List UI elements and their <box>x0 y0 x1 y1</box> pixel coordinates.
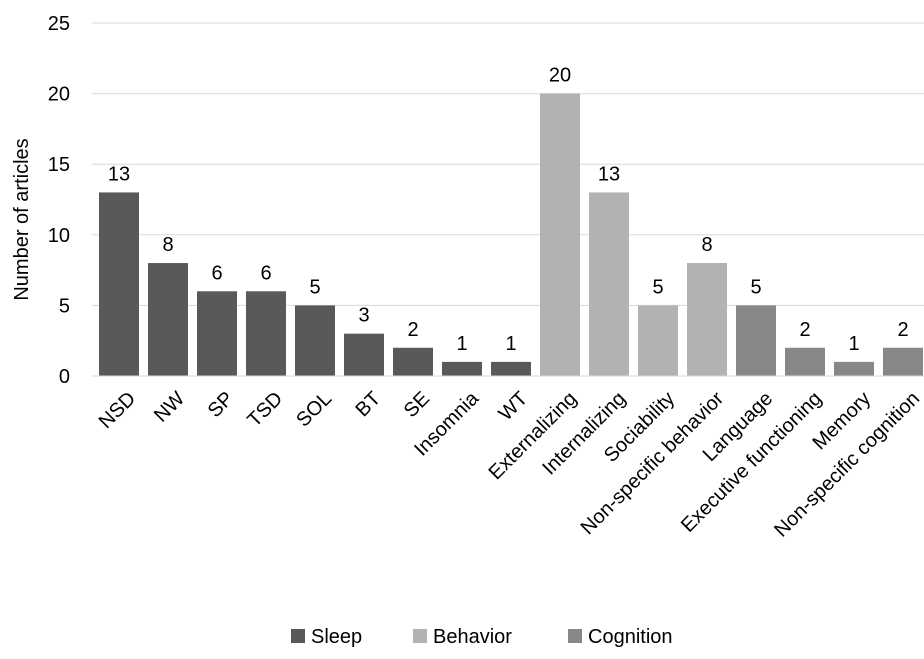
y-axis-ticks: 0 5 10 15 20 25 <box>48 13 70 388</box>
bar-non-specific-cognition <box>883 347 923 376</box>
bar-memory <box>834 361 874 376</box>
y-tick-label: 0 <box>59 366 70 388</box>
gridlines <box>92 22 924 306</box>
legend: Sleep Behavior Cognition <box>291 626 673 648</box>
data-label: 8 <box>162 234 173 256</box>
bar-internalizing <box>589 192 629 376</box>
data-label: 13 <box>598 163 620 185</box>
x-tick-label: BT <box>352 388 386 422</box>
bar-tsd <box>246 291 286 376</box>
data-label: 1 <box>456 333 467 355</box>
legend-label-behavior: Behavior <box>433 626 512 648</box>
data-label: 8 <box>701 234 712 256</box>
bar-sol <box>295 305 335 376</box>
bar-nsd <box>99 192 139 376</box>
x-tick-label: NSD <box>95 388 140 433</box>
y-tick-label: 10 <box>48 225 70 247</box>
bar-language <box>736 305 776 376</box>
bar-sociability <box>638 305 678 376</box>
bar-bt <box>344 333 384 376</box>
bar-insomnia <box>442 361 482 376</box>
data-label: 5 <box>309 276 320 298</box>
data-label: 6 <box>260 262 271 284</box>
legend-swatch-behavior <box>413 629 427 643</box>
x-tick-label: TSD <box>243 388 287 432</box>
legend-swatch-sleep <box>291 629 305 643</box>
data-label: 2 <box>799 319 810 341</box>
x-tick-label: SOL <box>292 388 336 432</box>
data-label: 1 <box>848 333 859 355</box>
legend-label-sleep: Sleep <box>311 626 362 648</box>
x-tick-label: SP <box>204 388 238 422</box>
y-axis-title: Number of articles <box>11 138 33 300</box>
data-label: 2 <box>407 319 418 341</box>
data-label: 1 <box>505 333 516 355</box>
bar-sp <box>197 291 237 376</box>
bar-nw <box>148 263 188 376</box>
x-tick-label: WT <box>495 388 533 426</box>
y-tick-label: 5 <box>59 295 70 317</box>
data-label: 13 <box>108 163 130 185</box>
bars <box>99 93 923 376</box>
legend-swatch-cognition <box>568 629 582 643</box>
y-tick-label: 20 <box>48 84 70 106</box>
data-label: 20 <box>549 65 571 87</box>
bar-wt <box>491 361 531 376</box>
data-label: 3 <box>358 305 369 327</box>
x-tick-label: SE <box>400 388 434 422</box>
data-label: 2 <box>897 319 908 341</box>
data-label: 5 <box>750 276 761 298</box>
y-tick-label: 25 <box>48 13 70 35</box>
x-tick-label: NW <box>150 388 189 427</box>
legend-label-cognition: Cognition <box>588 626 673 648</box>
bar-se <box>393 347 433 376</box>
bar-externalizing <box>540 93 580 376</box>
bar-executive-functioning <box>785 347 825 376</box>
y-tick-label: 15 <box>48 154 70 176</box>
data-label: 5 <box>652 276 663 298</box>
bar-non-specific-behavior <box>687 263 727 376</box>
data-label: 6 <box>211 262 222 284</box>
